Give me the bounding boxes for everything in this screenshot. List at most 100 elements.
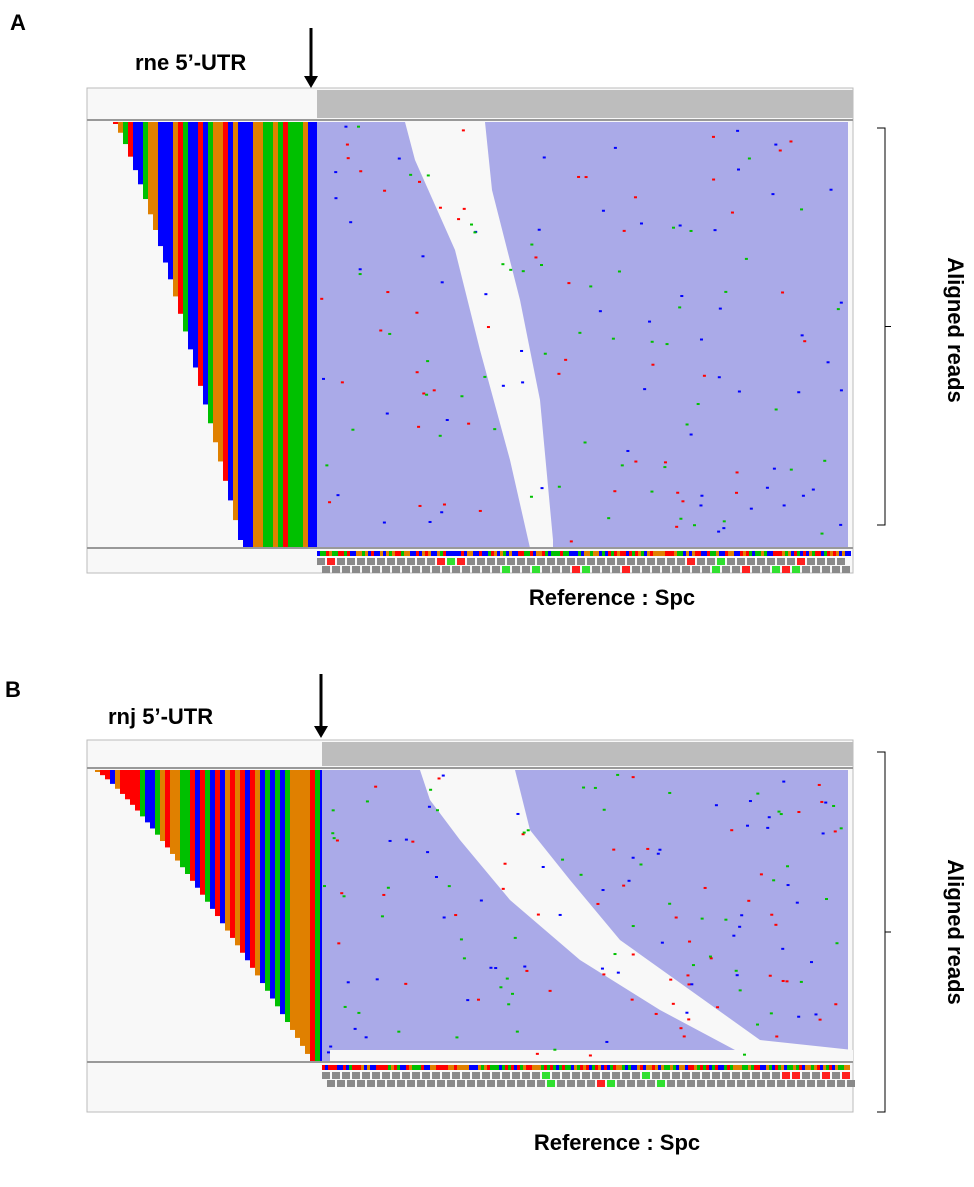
mismatch	[827, 361, 830, 363]
ref-aa	[782, 1072, 790, 1079]
mismatch	[602, 889, 605, 891]
soft-clip	[250, 770, 255, 968]
ref-base	[793, 1065, 796, 1070]
ref-base	[346, 1065, 349, 1070]
ref-base	[799, 1065, 802, 1070]
ref-base	[697, 1065, 700, 1070]
ref-aa	[692, 566, 700, 573]
ref-base	[535, 1065, 538, 1070]
mismatch	[443, 916, 446, 918]
panel-label: B	[5, 677, 21, 702]
mismatch	[382, 894, 385, 896]
mismatch	[675, 917, 678, 919]
soft-clip	[175, 770, 180, 861]
mismatch	[344, 126, 347, 128]
mismatch	[489, 967, 492, 969]
ref-aa	[807, 558, 815, 565]
ref-aa	[372, 566, 380, 573]
mismatch	[446, 419, 449, 421]
ref-base	[695, 551, 698, 556]
ref-base	[605, 551, 608, 556]
ref-base	[466, 1065, 469, 1070]
mismatch	[768, 816, 771, 818]
mismatch	[822, 832, 825, 834]
ref-base	[682, 1065, 685, 1070]
ref-base	[763, 1065, 766, 1070]
ref-aa	[557, 558, 565, 565]
ref-base	[797, 551, 800, 556]
mismatch	[553, 1049, 556, 1051]
ref-base	[428, 551, 431, 556]
ref-aa	[397, 1080, 405, 1087]
ref-aa	[547, 558, 555, 565]
ref-aa	[422, 1072, 430, 1079]
mismatch	[416, 371, 419, 373]
ref-aa	[742, 566, 750, 573]
ref-aa	[452, 1072, 460, 1079]
mismatch	[717, 531, 720, 533]
mismatch	[557, 373, 560, 375]
ref-base	[661, 1065, 664, 1070]
mismatch	[700, 495, 703, 497]
ref-base	[521, 551, 524, 556]
ref-aa	[697, 1080, 705, 1087]
mismatch	[467, 423, 470, 425]
mismatch	[439, 435, 442, 437]
ref-base	[413, 551, 416, 556]
soft-clip	[233, 122, 238, 520]
mismatch	[365, 1036, 368, 1038]
mismatch	[435, 876, 438, 878]
ref-base	[541, 1065, 544, 1070]
ref-base	[416, 551, 419, 556]
ref-base	[638, 551, 641, 556]
mismatch	[433, 389, 436, 391]
mismatch	[681, 500, 684, 502]
soft-clip	[210, 770, 215, 909]
ref-aa	[777, 1080, 785, 1087]
ref-base	[464, 551, 467, 556]
ref-base	[517, 1065, 520, 1070]
ref-base	[791, 551, 794, 556]
ref-base	[665, 551, 668, 556]
ref-base	[430, 1065, 433, 1070]
soft-clip	[268, 122, 273, 548]
ref-aa	[557, 1080, 565, 1087]
ref-base	[796, 1065, 799, 1070]
ref-base	[652, 1065, 655, 1070]
mismatch	[715, 804, 718, 806]
ref-aa	[587, 558, 595, 565]
ref-base	[739, 1065, 742, 1070]
ref-base	[610, 1065, 613, 1070]
mismatch	[479, 510, 482, 512]
ref-aa	[487, 1080, 495, 1087]
mismatch	[483, 376, 486, 378]
mismatch	[819, 1019, 822, 1021]
ref-base	[740, 551, 743, 556]
soft-clip	[150, 770, 155, 828]
ref-aa	[562, 1072, 570, 1079]
ref-base	[815, 551, 818, 556]
mismatch	[738, 391, 741, 393]
mismatch	[632, 953, 635, 955]
soft-clip	[163, 122, 168, 263]
mismatch	[541, 487, 544, 489]
ref-base	[392, 551, 395, 556]
ref-base	[328, 1065, 331, 1070]
panel	[87, 674, 891, 1112]
ref-base	[599, 551, 602, 556]
mismatch	[690, 983, 693, 985]
ref-aa	[342, 566, 350, 573]
ref-base	[550, 1065, 553, 1070]
ref-base	[766, 1065, 769, 1070]
ref-base	[602, 551, 605, 556]
ref-base	[383, 551, 386, 556]
mismatch	[337, 942, 340, 944]
mismatch	[732, 935, 735, 937]
ref-base	[839, 551, 842, 556]
ref-base	[332, 551, 335, 556]
ref-base	[523, 1065, 526, 1070]
ref-base	[326, 551, 329, 556]
ref-base	[451, 1065, 454, 1070]
soft-clip	[255, 770, 260, 975]
mismatch	[823, 460, 826, 462]
